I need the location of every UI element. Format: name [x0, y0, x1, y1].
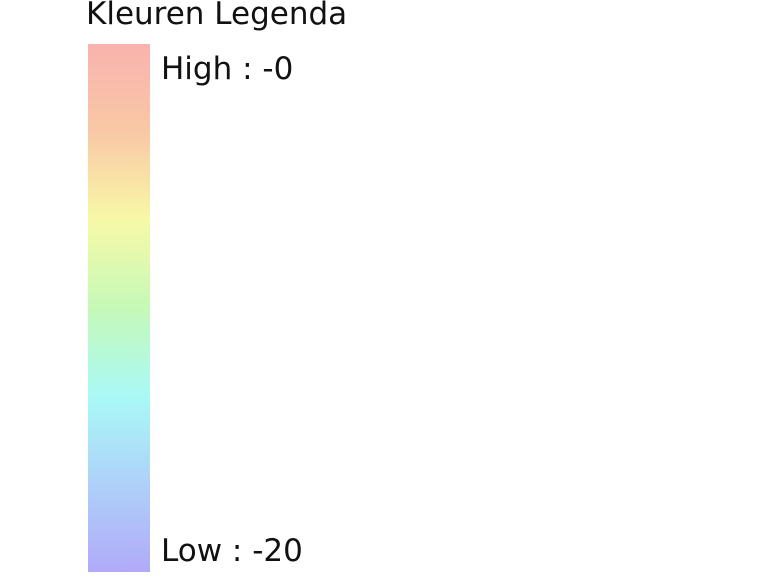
color-ramp	[88, 44, 150, 572]
legend-title: Kleuren Legenda	[86, 0, 348, 32]
low-value-label: Low : -20	[161, 533, 303, 569]
high-value-label: High : -0	[161, 51, 294, 87]
